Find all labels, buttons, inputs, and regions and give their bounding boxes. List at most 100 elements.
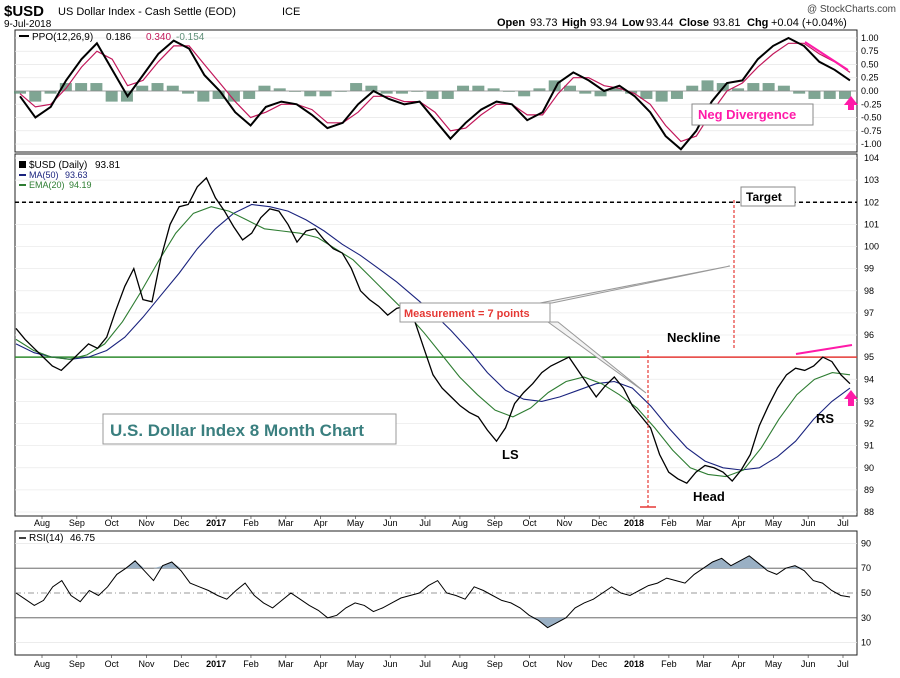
ppo-y-axis: 1.00 0.75 0.50 0.25 0.00 -0.25 -0.50 -0.75 -1.00	[861, 33, 882, 149]
ma50-legend-value: 93.63	[65, 170, 88, 180]
quote-bar: Open 93.73 High 93.94 Low 93.44 Close 93…	[497, 17, 847, 29]
ppo-histogram-bar	[44, 91, 57, 94]
rsi-gridlines	[15, 543, 857, 643]
x-axis-label: 2017	[206, 518, 226, 528]
x-axis-label: Jul	[837, 518, 849, 528]
ppo-signal-value: 0.340	[146, 32, 171, 43]
ppo-histogram-bar	[839, 91, 851, 99]
ppo-histogram-bar	[487, 88, 500, 91]
ppo-tick-label: 1.00	[861, 33, 879, 43]
x-axis-label: Jun	[383, 659, 398, 669]
x-axis-label: Aug	[452, 518, 468, 528]
chg-label: Chg	[747, 17, 768, 29]
rsi-tick-label: 70	[861, 563, 871, 573]
ls-annotation: LS	[502, 447, 519, 462]
rs-annotation: RS	[816, 411, 834, 426]
ppo-histogram-bar	[640, 91, 653, 99]
ppo-histogram-bar	[793, 91, 806, 94]
ppo-histogram-bar	[533, 88, 546, 91]
price-tick-label: 92	[864, 419, 874, 429]
ppo-histogram-bar	[732, 88, 745, 91]
ppo-tick-label: -0.50	[861, 113, 882, 123]
x-axis-label: Feb	[661, 518, 677, 528]
rsi-legend: RSI(14) 46.75	[19, 533, 95, 544]
ppo-panel: 1.00 0.75 0.50 0.25 0.00 -0.25 -0.50 -0.75 -1.00…	[14, 29, 882, 153]
x-axis-label: Feb	[661, 659, 677, 669]
price-tick-label: 90	[864, 463, 874, 473]
rsi-oversold-fill	[16, 617, 850, 628]
x-axis-label: Apr	[732, 659, 746, 669]
ppo-histogram-bar	[166, 85, 179, 91]
price-tick-label: 103	[864, 175, 879, 185]
price-tick-label: 99	[864, 264, 874, 274]
rsi-legend-value: 46.75	[70, 533, 95, 544]
x-axis-label: Jun	[801, 518, 816, 528]
rsi-line	[15, 555, 851, 629]
price-tick-label: 98	[864, 286, 874, 296]
ppo-histogram-bar	[319, 91, 332, 97]
ppo-tick-label: -1.00	[861, 139, 882, 149]
price-tick-label: 93	[864, 396, 874, 406]
price-tick-label: 100	[864, 242, 879, 252]
ppo-histogram-bar	[762, 83, 775, 91]
x-axis-label: Sep	[487, 659, 503, 669]
measurement-callout-pointer-left	[546, 321, 647, 394]
x-axis-label: Dec	[173, 518, 190, 528]
x-axis-label: May	[765, 518, 783, 528]
price-legend-value: 93.81	[95, 160, 120, 171]
rsi-tick-label: 30	[861, 613, 871, 623]
rsi-tick-label: 10	[861, 638, 871, 648]
x-axis-label: Apr	[732, 518, 746, 528]
ppo-histogram-bar	[197, 91, 210, 102]
x-axis-label: Aug	[34, 518, 50, 528]
price-tick-label: 97	[864, 308, 874, 318]
ppo-histogram-bar	[472, 85, 485, 91]
chart-title-box: U.S. Dollar Index 8 Month Chart	[102, 413, 397, 445]
ppo-tick-label: 0.50	[861, 59, 879, 69]
ppo-histogram-bar	[441, 91, 454, 99]
ppo-histogram-bar	[609, 88, 622, 91]
x-axis-label: Jul	[419, 518, 431, 528]
price-tick-label: 89	[864, 485, 874, 495]
x-axis-label: Nov	[138, 659, 155, 669]
ppo-histogram-bar	[105, 91, 118, 102]
x-axis-labels-rsi: Aug Sep Oct Nov Dec 2017 Feb Mar Apr May Jun Jul Aug…	[34, 655, 849, 669]
svg-text:U.S. Dollar Index 8 Month Char: U.S. Dollar Index 8 Month Chart	[110, 421, 364, 440]
x-axis-label: Sep	[69, 659, 85, 669]
x-axis-label: Oct	[523, 518, 538, 528]
ppo-histogram-bar	[90, 83, 103, 91]
ema20-legend-label: EMA(20)	[29, 180, 65, 190]
x-axis-label: Nov	[556, 659, 573, 669]
ppo-histogram-bar	[594, 91, 607, 97]
price-tick-label: 95	[864, 352, 874, 362]
x-axis-label: Nov	[556, 518, 573, 528]
x-axis-label: Jul	[837, 659, 849, 669]
symbol-title: $USD	[4, 3, 44, 20]
instrument-name: US Dollar Index - Cash Settle (EOD)	[58, 6, 236, 18]
ppo-histogram-bar	[548, 80, 561, 91]
x-axis-label: Aug	[34, 659, 50, 669]
price-legend-swatch	[19, 161, 26, 168]
x-axis-label: Feb	[243, 518, 259, 528]
x-axis-label: Apr	[314, 659, 328, 669]
price-divergence-arrow	[844, 390, 858, 406]
price-y-axis: 104 103 102 101 100 99 98 97 96 95 94 93 92 91 90 89 88	[864, 153, 879, 517]
x-axis-label: Dec	[173, 659, 190, 669]
ppo-histogram-bar	[564, 85, 576, 91]
open-value: 93.73	[530, 17, 558, 29]
ppo-histogram-bar	[777, 85, 790, 91]
ppo-legend: PPO(12,26,9) 0.186 0.340 -0.154	[19, 32, 205, 43]
open-label: Open	[497, 17, 525, 29]
x-axis-label: 2018	[624, 518, 644, 528]
chart-date: 9-Jul-2018	[4, 19, 52, 30]
x-axis-label: Dec	[591, 659, 608, 669]
rsi-panel: 90 70 50 30 10 RSI(14) 46.75	[14, 530, 871, 656]
ema20-legend-value: 94.19	[69, 180, 92, 190]
x-axis-label: Jun	[801, 659, 816, 669]
price-legend: $USD (Daily) 93.81 MA(50) 93.63 EMA(20) …	[19, 160, 120, 190]
ppo-divergence-line	[804, 41, 849, 71]
ppo-histogram-bar	[701, 80, 714, 91]
x-axis-label: Dec	[591, 518, 608, 528]
ppo-histogram-bar	[273, 88, 286, 91]
